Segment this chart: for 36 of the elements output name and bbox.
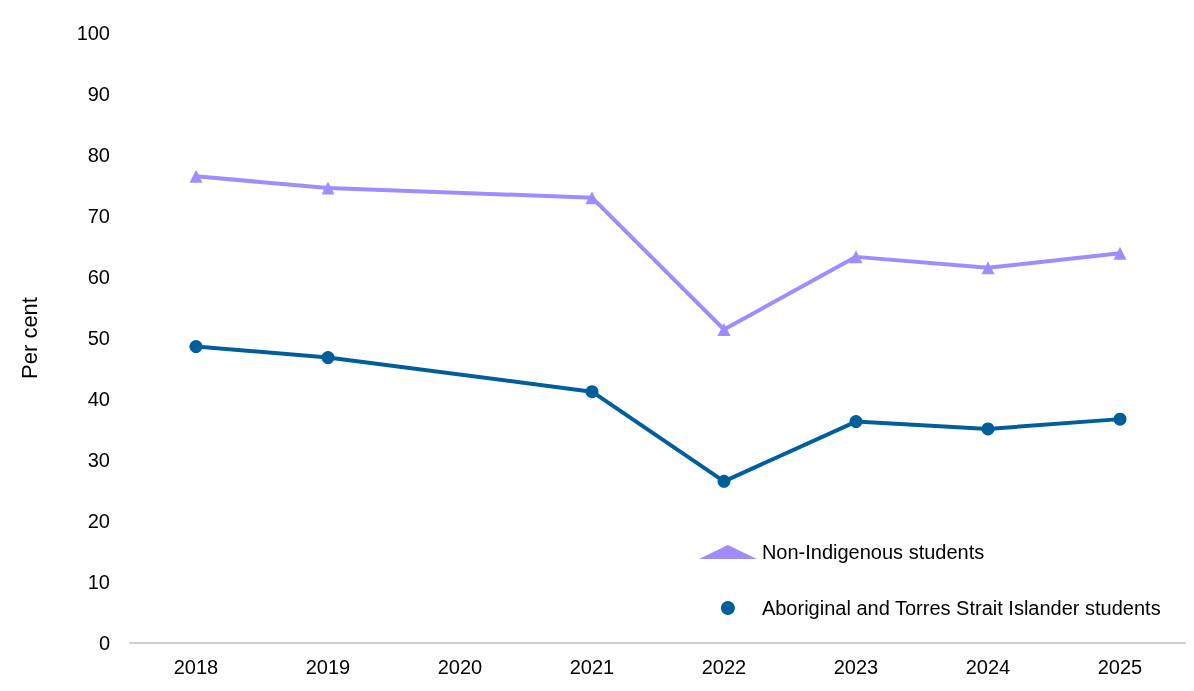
point [981,422,995,436]
y-tick-label: 0 [98,632,110,654]
x-tick-label: 2019 [305,656,351,678]
y-tick-label: 70 [87,205,110,227]
point [717,474,731,488]
x-tick-label: 2018 [173,656,219,678]
legend-label: Aboriginal and Torres Strait Islander students [761,597,1161,619]
y-tick-label: 40 [87,388,110,410]
point [981,261,995,275]
y-tick-label: 50 [87,327,110,349]
y-tick-label: 80 [87,144,110,166]
point [585,191,599,205]
y-tick-label: 10 [87,571,110,593]
x-tick-label: 2024 [965,656,1011,678]
point [1113,412,1127,426]
x-tick-label: 2020 [437,656,483,678]
point [849,415,863,429]
point [321,351,335,365]
point [1113,246,1127,260]
y-tick-label: 60 [87,266,110,288]
y-tick-label: 90 [87,83,110,105]
x-tick-label: 2025 [1097,656,1143,678]
y-axis-title: Per cent [16,297,42,379]
point [849,250,863,264]
x-tick-label: 2023 [833,656,879,678]
point [321,181,335,195]
y-tick-label: 100 [76,22,110,44]
point [189,169,203,183]
x-tick-label: 2021 [569,656,615,678]
y-tick-label: 30 [87,449,110,471]
point [189,340,203,354]
y-tick-label: 20 [87,510,110,532]
point [717,322,731,336]
point [585,385,599,399]
x-tick-label: 2022 [701,656,747,678]
legend-label: Non-Indigenous students [761,541,985,563]
